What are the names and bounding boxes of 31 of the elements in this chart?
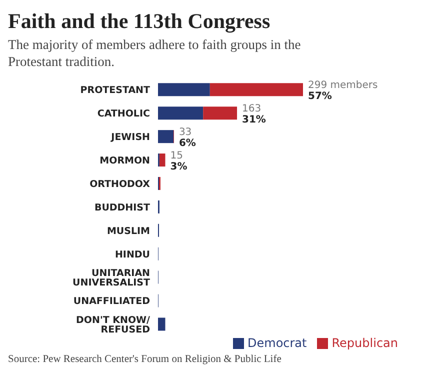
y-tick-label: MUSLIM (106, 226, 150, 237)
chart-subtitle: The majority of members adhere to faith groups in the Protestant tradition. (8, 36, 302, 70)
chart-title: Faith and the 113th Congress (8, 8, 272, 34)
annotation: 31% (242, 114, 266, 126)
annotation: 163 (242, 104, 262, 115)
y-tick-label: DON'T KNOW/ REFUSED (76, 314, 151, 336)
annotation: 15 (170, 150, 183, 162)
y-tick-label: CATHOLIC (97, 108, 150, 120)
legend-label: Democrat (248, 336, 307, 350)
bar (210, 83, 303, 96)
y-tick-label: JEWISH (110, 132, 150, 144)
y-tick-label: MORMON (100, 155, 150, 166)
bar (158, 106, 204, 120)
y-tick-label: BUDDHIST (94, 202, 151, 214)
legend-label: Republican (332, 336, 398, 350)
bar (158, 130, 174, 144)
annotation: 33 (178, 127, 192, 138)
bar (158, 83, 210, 96)
y-tick-label: HINDU (114, 249, 150, 260)
y-tick-label: UNAFFILIATED (73, 296, 150, 308)
annotation: 6% (178, 138, 196, 150)
y-tick-label: UNITARIAN UNIVERSALIST (72, 268, 151, 288)
bar (159, 154, 166, 167)
annotation: 299 members (308, 80, 378, 92)
annotation: 3% (170, 162, 188, 173)
y-tick-label: PROTESTANT (80, 85, 151, 96)
y-tick-label: ORTHODOX (90, 178, 151, 190)
bar (203, 106, 238, 120)
annotation: 57% (308, 91, 332, 102)
source-note: Source: Pew Research Center's Forum on Religion & Public Life (8, 354, 282, 365)
bar (158, 318, 166, 331)
